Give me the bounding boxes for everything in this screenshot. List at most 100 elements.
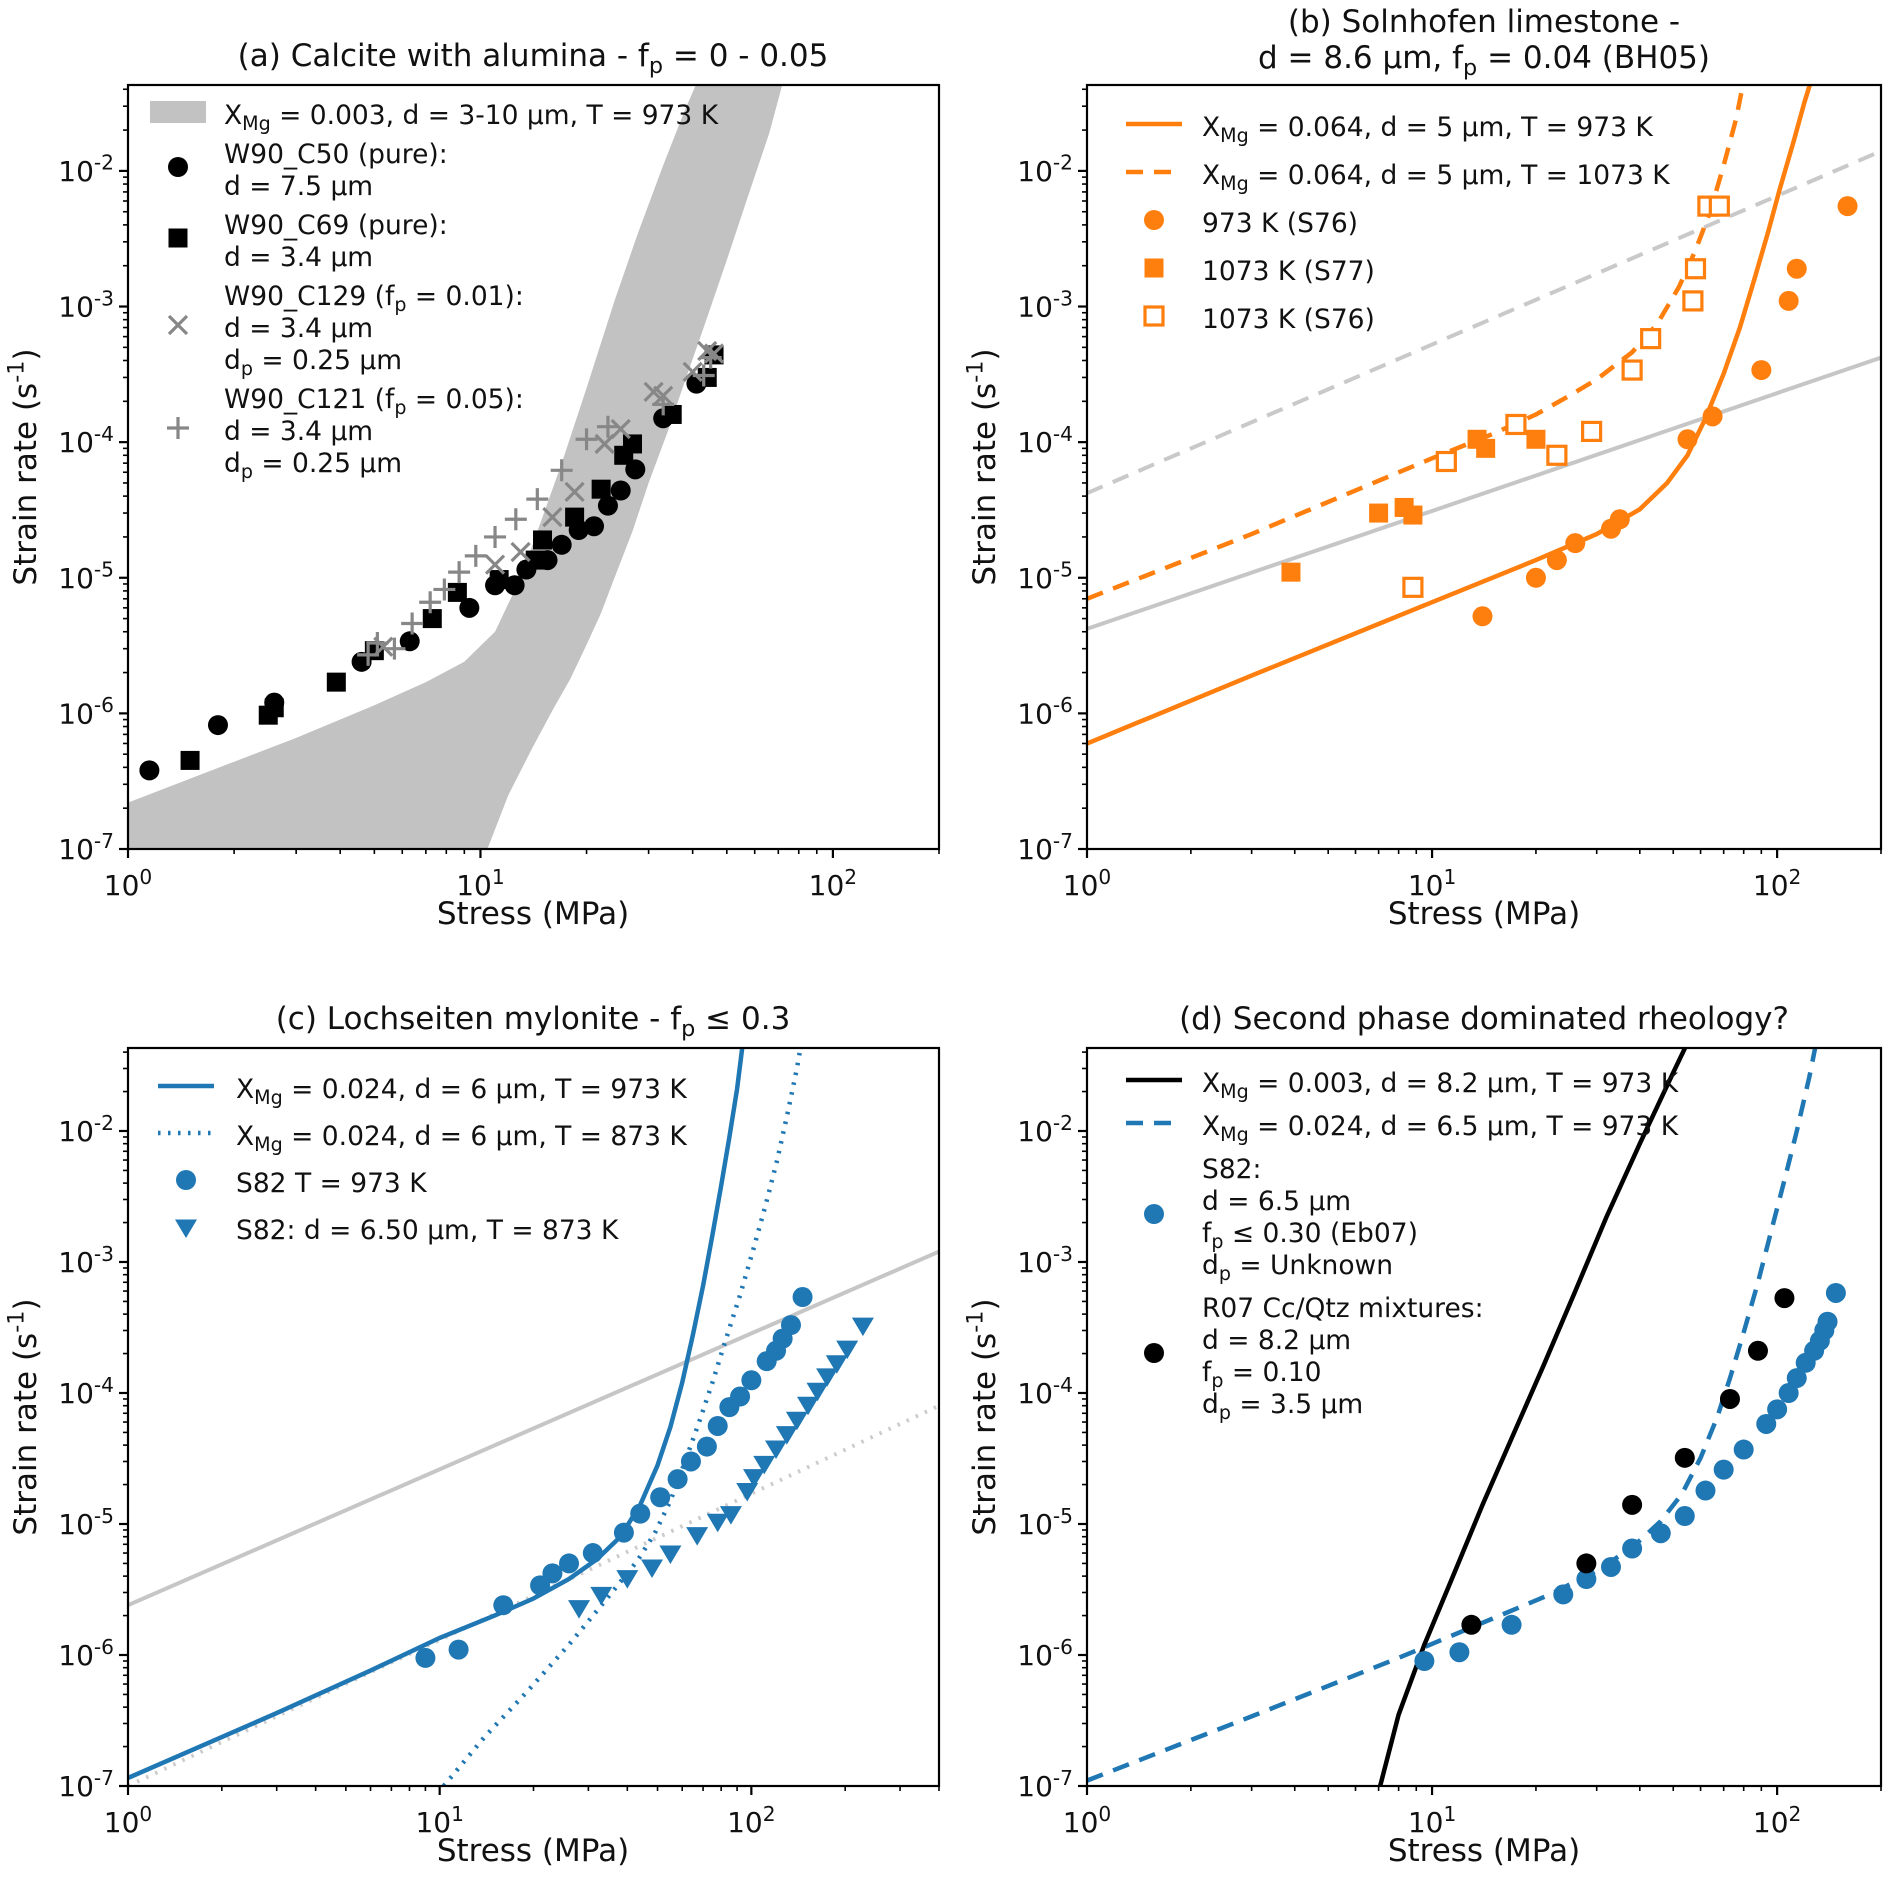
svg-text:d = 3.4 μm: d = 3.4 μm (224, 416, 373, 447)
svg-text:100: 100 (1063, 865, 1111, 902)
svg-text:d = 3.4 μm: d = 3.4 μm (224, 313, 373, 344)
svg-text:(c) Lochseiten mylonite - fp ≤: (c) Lochseiten mylonite - fp ≤ 0.3 (276, 1001, 791, 1042)
panel-a: 100 101 102 10-7 10-6 10-5 10-4 10-3 10-2 (a) Cal… (4, 38, 941, 932)
svg-text:973 K (S76): 973 K (S76) (1202, 208, 1358, 239)
x-axis-label: Stress (MPa) (1388, 1833, 1580, 1869)
svg-text:102: 102 (727, 1802, 775, 1839)
y-axis: 10-7 10-6 10-5 10-4 10-3 10-2 (1017, 88, 1087, 866)
svg-text:XMg = 0.003, d = 3-10 μm, T =: XMg = 0.003, d = 3-10 μm, T = 973 K (224, 100, 719, 135)
svg-text:10-6: 10-6 (1017, 1635, 1073, 1672)
svg-text:XMg = 0.024, d = 6 μm, T = 973: XMg = 0.024, d = 6 μm, T = 973 K (236, 1074, 687, 1109)
data-series (1472, 196, 1858, 627)
y-axis-label: Strain rate (s-1) (4, 348, 44, 585)
svg-text:10-6: 10-6 (58, 1635, 114, 1672)
svg-text:100: 100 (1063, 1802, 1111, 1839)
model-line-solid (128, 1048, 745, 1781)
svg-text:10-3: 10-3 (1017, 1242, 1073, 1279)
svg-text:fp = 0.10: fp = 0.10 (1202, 1357, 1322, 1392)
panel-d: 100 101 102 10-7 10-6 10-5 10-4 10-3 10-2 (d) Sec… (963, 1001, 1883, 1869)
svg-text:XMg = 0.064, d = 5 μm, T = 973: XMg = 0.064, d = 5 μm, T = 973 K (1202, 112, 1653, 147)
svg-text:d = 3.4 μm: d = 3.4 μm (224, 242, 373, 273)
panel-c: 100 101 102 10-7 10-6 10-5 10-4 10-3 10-2 (c) Loc… (4, 1001, 941, 1869)
svg-text:(a) Calcite with alumina - fp: (a) Calcite with alumina - fp = 0 - 0.05 (238, 38, 829, 79)
model-line-dashed (1087, 149, 1881, 496)
y-axis-label: Strain rate (s-1) (4, 1298, 44, 1535)
plot-frame (126, 83, 941, 851)
svg-text:fp ≤ 0.30 (Eb07): fp ≤ 0.30 (Eb07) (1202, 1218, 1418, 1253)
svg-text:10-3: 10-3 (1017, 286, 1073, 323)
panel-b-legend: XMg = 0.064, d = 5 μm, T = 973 K XMg = 0.… (1126, 112, 1670, 335)
x-axis-label: Stress (MPa) (1388, 896, 1580, 932)
x-axis-label: Stress (MPa) (437, 896, 629, 932)
x-axis: 100 101 102 (104, 849, 940, 902)
svg-text:W90_C121 (fp = 0.05):: W90_C121 (fp = 0.05): (224, 384, 524, 419)
svg-text:102: 102 (1753, 865, 1801, 902)
svg-text:10-2: 10-2 (58, 1111, 114, 1148)
svg-text:1073 K (S76): 1073 K (S76) (1202, 304, 1375, 335)
model-line-dashed (1087, 1048, 1818, 1783)
svg-text:101: 101 (415, 1802, 463, 1839)
x-axis: 100 101 102 (1063, 849, 1882, 902)
model-line-dotted (441, 1048, 803, 1786)
y-axis-label: Strain rate (s-1) (963, 348, 1003, 585)
panel-c-plot-area (128, 1048, 939, 1786)
svg-text:dp = 0.25 μm: dp = 0.25 μm (224, 448, 402, 483)
panel-c-legend: XMg = 0.024, d = 6 μm, T = 973 K XMg = 0.… (158, 1074, 687, 1246)
svg-text:dp = Unknown: dp = Unknown (1202, 1250, 1393, 1285)
svg-text:102: 102 (809, 865, 857, 902)
data-series (357, 346, 722, 666)
svg-text:10-7: 10-7 (58, 1766, 114, 1803)
data-series (568, 1317, 874, 1619)
svg-text:10-6: 10-6 (58, 693, 114, 730)
svg-text:10-3: 10-3 (58, 286, 114, 323)
panel-d-legend: XMg = 0.003, d = 8.2 μm, T = 973 K XMg = … (1126, 1068, 1679, 1424)
svg-text:d = 8.6 μm, fp = 0.04 (BH05): d = 8.6 μm, fp = 0.04 (BH05) (1258, 40, 1710, 81)
x-axis: 100 101 102 (1063, 1786, 1882, 1839)
svg-text:d = 6.5 μm: d = 6.5 μm (1202, 1186, 1351, 1217)
svg-text:101: 101 (456, 865, 504, 902)
svg-text:dp = 0.25 μm: dp = 0.25 μm (224, 345, 402, 380)
y-axis: 10-7 10-6 10-5 10-4 10-3 10-2 (1017, 1051, 1087, 1803)
model-line-dashed (1087, 85, 1746, 601)
panel-a-plot-area (128, 85, 783, 849)
model-line-solid (128, 1249, 939, 1608)
svg-text:10-3: 10-3 (58, 1242, 114, 1279)
svg-text:(b) Solnhofen limestone -: (b) Solnhofen limestone - (1288, 4, 1680, 40)
svg-text:10-4: 10-4 (1017, 1373, 1073, 1410)
svg-text:10-5: 10-5 (1017, 558, 1073, 595)
panel-b-title: (b) Solnhofen limestone -d = 8.6 μm, fp … (1258, 4, 1710, 81)
model-line-dotted (128, 1403, 939, 1786)
panel-d-plot-area (1087, 1048, 1846, 1786)
svg-text:10-2: 10-2 (1017, 151, 1073, 188)
model-band (128, 85, 783, 849)
plot-frame (1085, 1046, 1883, 1788)
svg-text:W90_C129 (fp = 0.01):: W90_C129 (fp = 0.01): (224, 281, 524, 316)
x-axis: 100 101 102 (104, 1786, 940, 1839)
data-series (1414, 1282, 1846, 1671)
svg-text:1073 K (S77): 1073 K (S77) (1202, 256, 1375, 287)
svg-text:100: 100 (104, 1802, 152, 1839)
plot-frame (1085, 83, 1883, 851)
svg-text:10-2: 10-2 (58, 151, 114, 188)
svg-text:W90_C50 (pure):: W90_C50 (pure): (224, 139, 448, 170)
x-axis-label: Stress (MPa) (437, 1833, 629, 1869)
svg-text:10-5: 10-5 (1017, 1504, 1073, 1541)
svg-text:R07 Cc/Qtz mixtures:: R07 Cc/Qtz mixtures: (1202, 1293, 1484, 1324)
svg-text:10-4: 10-4 (1017, 422, 1073, 459)
panel-b: 100 101 102 10-7 10-6 10-5 10-4 10-3 10-2 (b) Sol… (963, 4, 1883, 932)
svg-text:S82 T = 973 K: S82 T = 973 K (236, 1168, 427, 1199)
svg-text:10-2: 10-2 (1017, 1111, 1073, 1148)
panel-a-legend: XMg = 0.003, d = 3-10 μm, T = 973 K W90_C… (150, 100, 719, 483)
svg-text:10-7: 10-7 (1017, 829, 1073, 866)
plot-frame (126, 1046, 941, 1788)
svg-text:100: 100 (104, 865, 152, 902)
data-series (1461, 1288, 1795, 1635)
svg-text:10-5: 10-5 (58, 558, 114, 595)
data-series (1402, 195, 1730, 598)
svg-text:(d) Second phase dominated rhe: (d) Second phase dominated rheology? (1179, 1001, 1789, 1037)
y-axis-label: Strain rate (s-1) (963, 1298, 1003, 1535)
svg-text:W90_C69 (pure):: W90_C69 (pure): (224, 210, 448, 241)
svg-text:S82: d = 6.50 μm, T = 873 K: S82: d = 6.50 μm, T = 873 K (236, 1215, 619, 1246)
